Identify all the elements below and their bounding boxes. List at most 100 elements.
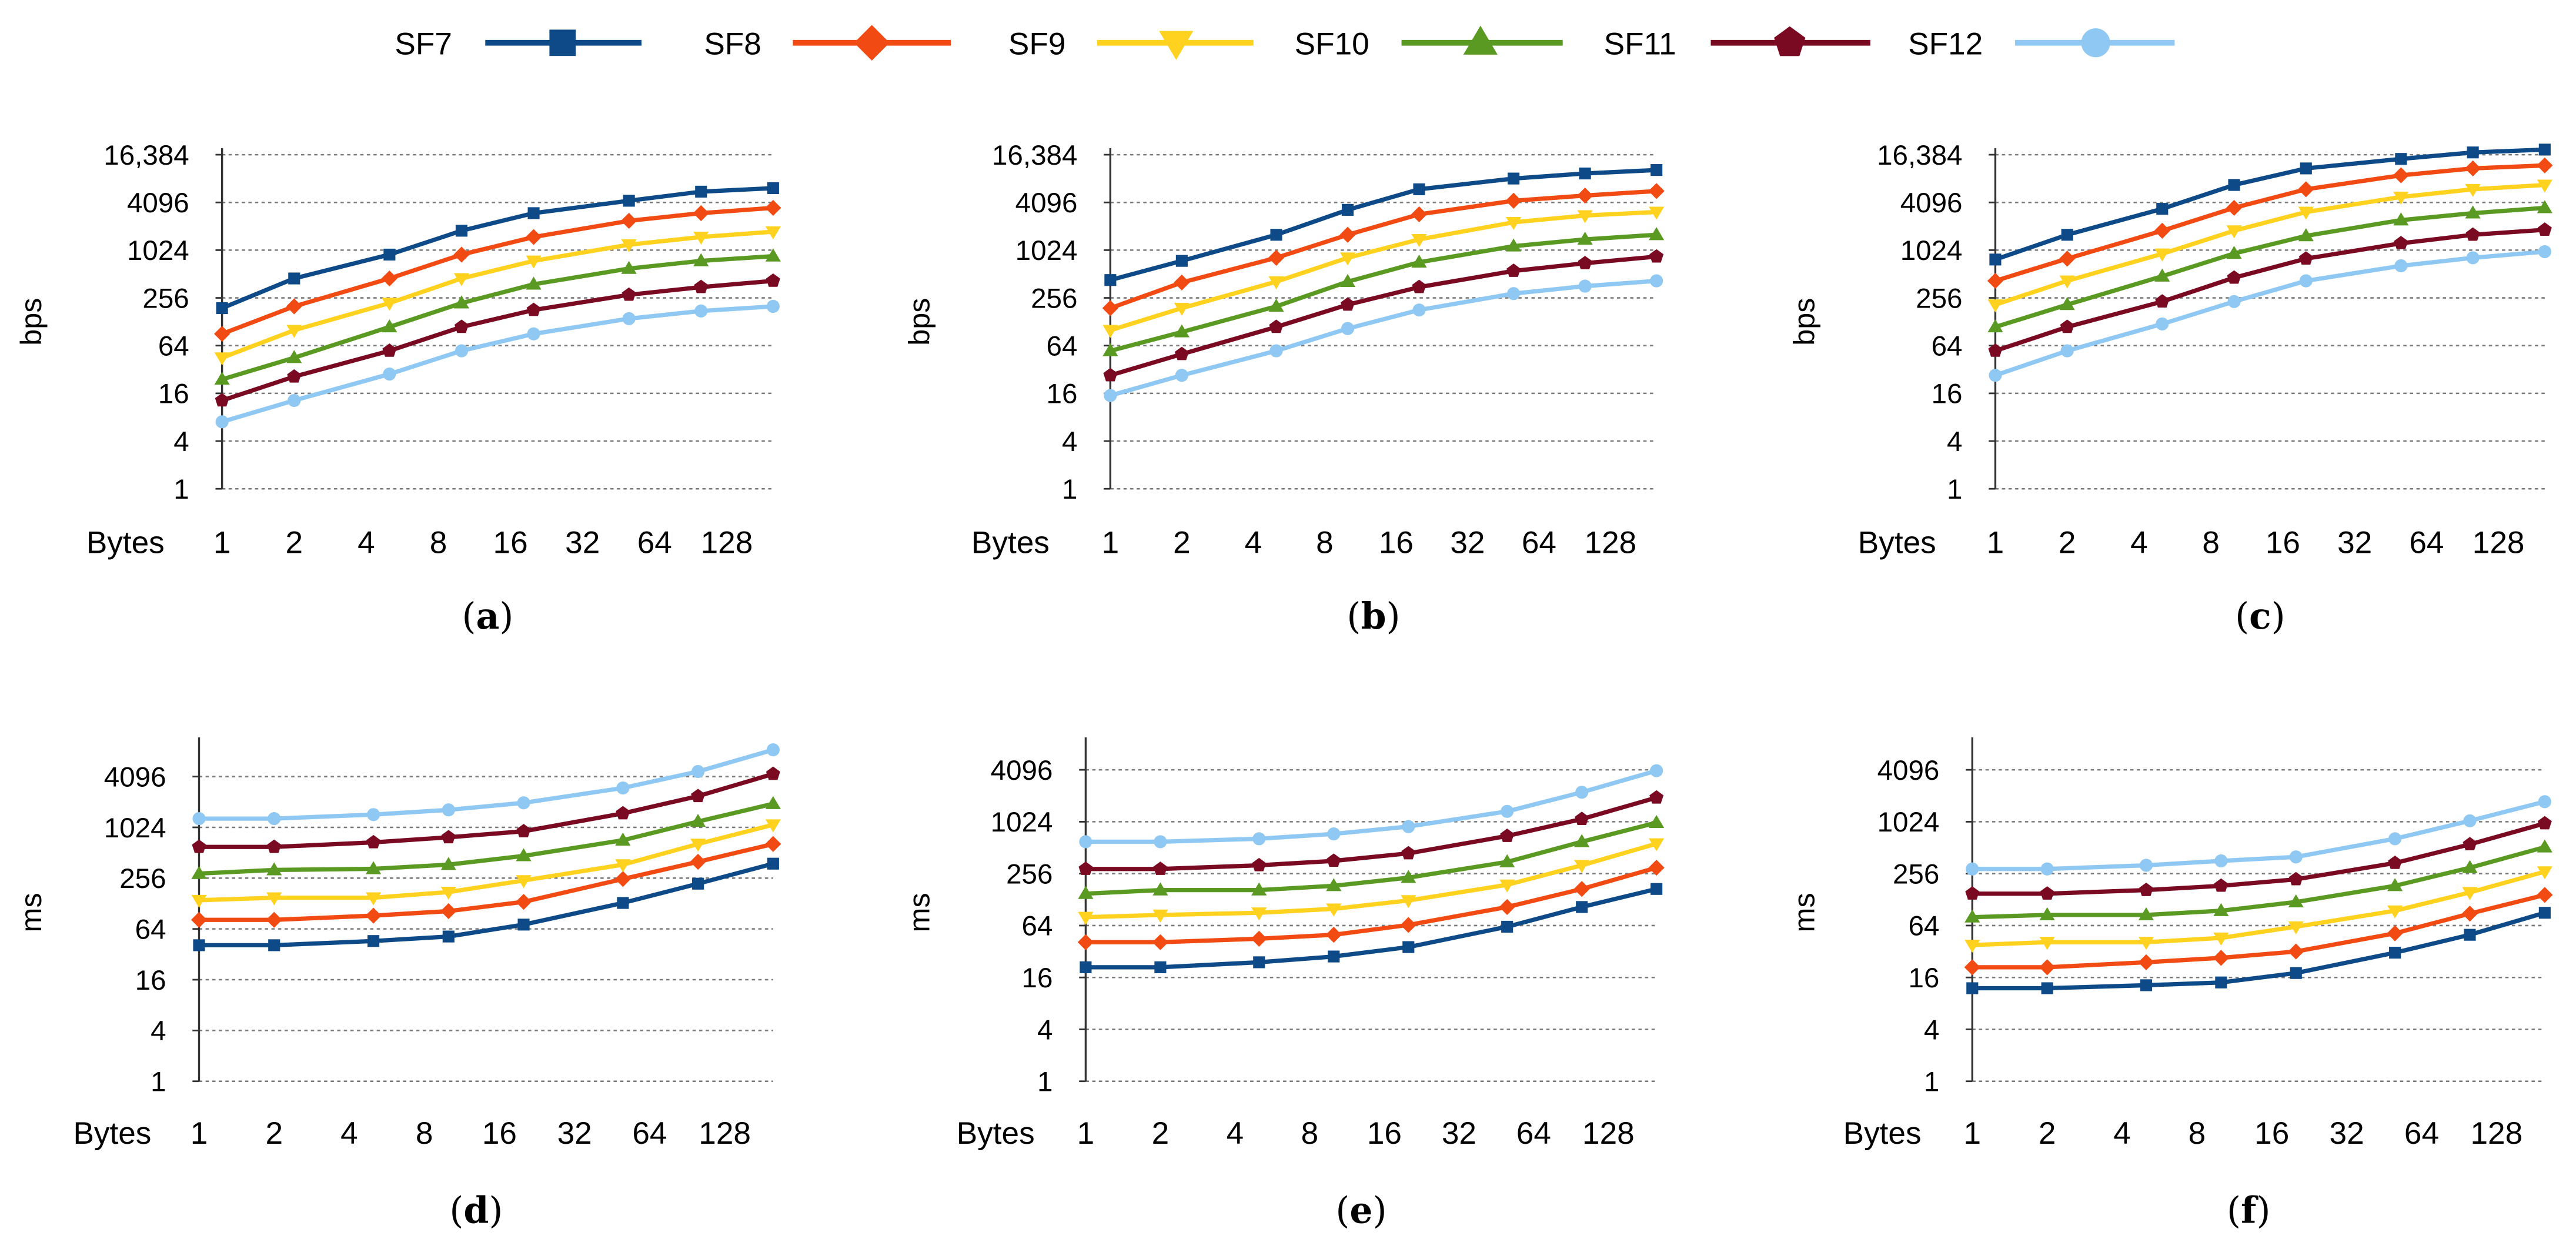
- data-point: [2393, 167, 2409, 183]
- y-tick-label: 4: [1947, 426, 1962, 457]
- y-tick-label: 1024: [1900, 235, 1963, 266]
- data-point: [1078, 886, 1094, 899]
- data-point: [1402, 820, 1415, 833]
- series-line: [1994, 147, 2545, 262]
- data-point: [382, 319, 397, 333]
- data-point: [617, 897, 629, 909]
- y-axis-label: ms: [1788, 893, 1821, 932]
- data-point: [286, 350, 302, 363]
- data-point: [693, 253, 709, 266]
- data-point: [1341, 297, 1355, 311]
- panel-label: (b): [1347, 595, 1400, 637]
- x-tick-label: 128: [699, 1116, 751, 1151]
- data-point: [2464, 929, 2476, 941]
- data-point: [2288, 921, 2304, 935]
- data-point: [1508, 172, 1520, 185]
- x-tick-label: 2: [1173, 525, 1191, 560]
- data-point: [1268, 249, 1285, 266]
- data-point: [527, 327, 540, 340]
- data-point: [1251, 907, 1267, 921]
- circle-icon: [2081, 28, 2110, 58]
- series-sf12: [215, 299, 780, 429]
- pentagon-icon: [1774, 26, 1806, 56]
- data-point: [1326, 878, 1342, 891]
- series-sf10: [214, 248, 781, 385]
- data-point: [192, 812, 206, 826]
- y-tick-label: 4096: [104, 762, 166, 793]
- y-tick-label: 4: [1037, 1014, 1053, 1046]
- data-point: [1412, 279, 1426, 293]
- data-point: [383, 248, 396, 261]
- data-point: [1339, 252, 1356, 266]
- data-point: [1578, 256, 1592, 269]
- data-point: [2465, 227, 2480, 241]
- y-tick-label: 1024: [1015, 235, 1078, 266]
- data-point: [2139, 859, 2153, 872]
- y-tick-label: 16,384: [103, 140, 189, 171]
- x-tick-label: 4: [1227, 1116, 1244, 1151]
- y-tick-label: 256: [1031, 283, 1077, 314]
- data-point: [1576, 901, 1588, 913]
- data-point: [266, 911, 282, 928]
- series-line: [199, 822, 774, 903]
- series-line: [1110, 209, 1657, 333]
- data-point: [381, 270, 397, 287]
- series-line: [1972, 821, 2545, 896]
- data-point: [2463, 814, 2477, 827]
- data-point: [1964, 959, 1980, 976]
- data-point: [2060, 344, 2074, 358]
- series-line: [1994, 228, 2545, 353]
- data-point: [2465, 205, 2481, 219]
- data-point: [2538, 245, 2551, 259]
- data-point: [1506, 238, 1522, 252]
- x-tick-label: 128: [1585, 525, 1637, 560]
- legend-item-sf9: SF9: [1008, 26, 1254, 61]
- data-point: [767, 182, 779, 195]
- data-point: [766, 766, 780, 780]
- data-point: [2462, 887, 2478, 900]
- data-point: [1649, 790, 1664, 804]
- data-point: [1649, 249, 1664, 263]
- data-point: [2537, 222, 2552, 236]
- data-point: [1401, 895, 1416, 909]
- data-point: [621, 261, 637, 274]
- series-sf11: [1988, 222, 2552, 357]
- data-point: [2288, 894, 2304, 907]
- data-point: [288, 272, 300, 285]
- data-point: [192, 839, 206, 853]
- data-point: [2213, 932, 2229, 946]
- x-tick-label: 4: [2130, 525, 2148, 560]
- data-point: [382, 298, 397, 311]
- data-point: [1268, 276, 1284, 290]
- series-line: [221, 205, 774, 336]
- data-point: [1175, 255, 1188, 267]
- data-point: [1966, 862, 1979, 876]
- x-tick-label: 8: [1316, 525, 1334, 560]
- data-point: [191, 911, 208, 928]
- x-tick-label: 16: [2266, 525, 2300, 560]
- legend-item-sf8: SF8: [704, 25, 951, 61]
- data-point: [1649, 814, 1665, 828]
- data-point: [2059, 275, 2075, 289]
- data-point: [2461, 906, 2478, 922]
- x-tick-label: 32: [557, 1116, 592, 1151]
- y-tick-label: 1024: [991, 807, 1053, 838]
- data-point: [1964, 909, 1980, 923]
- data-point: [1499, 854, 1515, 867]
- x-tick-label: 64: [2409, 525, 2444, 560]
- series-sf10: [1102, 227, 1665, 356]
- series-sf7: [1104, 164, 1663, 286]
- y-tick-label: 1024: [104, 813, 166, 844]
- y-tick-label: 4: [1924, 1014, 1939, 1046]
- y-tick-label: 64: [158, 331, 189, 362]
- data-point: [2059, 251, 2076, 267]
- data-point: [2537, 157, 2553, 173]
- data-point: [525, 229, 542, 245]
- series-line: [221, 229, 774, 360]
- y-tick-label: 4096: [991, 755, 1053, 786]
- y-tick-label: 16: [1908, 963, 1939, 994]
- panel-label: (f): [2227, 1188, 2271, 1231]
- data-point: [614, 871, 631, 887]
- x-tick-label: 128: [2470, 1116, 2522, 1151]
- x-tick-label: 1: [1077, 1116, 1095, 1151]
